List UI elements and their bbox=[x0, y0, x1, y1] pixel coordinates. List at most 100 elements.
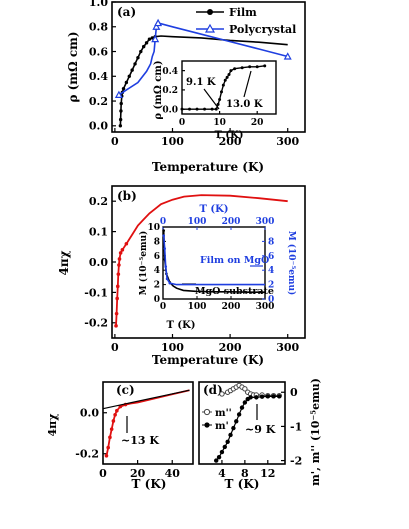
x-tick-label-top: 300 bbox=[256, 217, 275, 227]
x-tick-label: 4 bbox=[218, 467, 226, 480]
panel-d-series-m-prime-point bbox=[239, 405, 245, 410]
panel-d-ylabel: m', m'' (10⁻⁵emu) bbox=[309, 378, 322, 486]
y-tick-label: 0.8 bbox=[89, 21, 108, 34]
panel-b-inset-ylabel-right: M (10⁻⁵emu) bbox=[286, 231, 297, 296]
x-tick-label: 10 bbox=[213, 118, 226, 128]
y-tick-label: -0.1 bbox=[84, 286, 108, 299]
panel-b-series-point bbox=[117, 257, 122, 261]
panel-c-series-point bbox=[106, 445, 110, 450]
panel-b: (b) Temperature (K) 4πχ T (K) T (K) M (1… bbox=[57, 185, 306, 367]
panel-a: (a) Temperature (K) ρ (mΩ cm) Film Polyc… bbox=[66, 1, 306, 174]
panel-c-series-point bbox=[115, 408, 119, 413]
panel-a-inset-frame bbox=[181, 60, 277, 115]
x-tick-label: 0 bbox=[179, 118, 185, 128]
y-tick-label-left: 4 bbox=[154, 266, 160, 276]
panel-a-inset-series-point bbox=[219, 90, 223, 94]
panel-d: (d) T (K) m', m'' (10⁻⁵emu) ~9 K m'' m' bbox=[198, 378, 322, 491]
panel-b-inset-annot-film: Film on MgO bbox=[200, 255, 269, 266]
panel-a-series-polycrystal-end-point bbox=[114, 90, 123, 98]
panel-d-series-m-prime-point bbox=[254, 395, 259, 400]
x-tick-label: 0 bbox=[160, 302, 166, 312]
panel-a-label: (a) bbox=[117, 5, 136, 19]
y-tick-label: 0 bbox=[290, 386, 298, 399]
panel-b-ticks: 0 100 200 300-0.2-0.10.00.10.2 bbox=[84, 195, 299, 354]
x-tick-label: 0 bbox=[111, 135, 119, 148]
panel-b-inset-series-right-point bbox=[168, 281, 172, 285]
panel-c-xlabel: T (K) bbox=[132, 477, 167, 491]
panel-c-label: (c) bbox=[116, 383, 135, 397]
panel-a-inset-ticks: 0 10 20 0.0 0.2 0.4 bbox=[162, 67, 263, 128]
panel-d-series-m-prime-point bbox=[219, 449, 225, 455]
legend-m1-marker bbox=[204, 422, 210, 428]
x-tick-label: 20 bbox=[130, 467, 146, 480]
panel-a-series-polycrystal-point bbox=[151, 34, 160, 43]
panel-a-inset-series-point bbox=[263, 64, 267, 68]
panel-d-series-m-double-prime-point bbox=[242, 386, 248, 392]
x-tick-label: 300 bbox=[276, 135, 299, 148]
panel-b-label: (b) bbox=[117, 189, 137, 203]
panel-b-inset-xlabel-bottom: T (K) bbox=[166, 320, 195, 331]
y-tick-label: 0.0 bbox=[162, 105, 178, 115]
panel-a-inset-series-point bbox=[240, 66, 244, 70]
panel-a-ylabel: ρ (mΩ cm) bbox=[66, 31, 80, 102]
panel-a-series-film-point bbox=[133, 62, 137, 66]
x-tick-label: 200 bbox=[219, 341, 242, 354]
panel-d-series-m-prime-point bbox=[236, 412, 242, 417]
panel-b-ylabel: 4πχ bbox=[57, 250, 71, 275]
panel-b-series-point bbox=[117, 263, 121, 267]
panel-a-inset-series-point bbox=[216, 102, 220, 106]
y-tick-label: 0.0 bbox=[89, 256, 108, 269]
x-tick-label: 200 bbox=[222, 302, 241, 312]
panel-d-series-m-prime-point bbox=[228, 432, 233, 438]
panel-c-series-point bbox=[104, 454, 109, 458]
y-tick-label: 0.2 bbox=[89, 95, 108, 108]
panel-d-label: (d) bbox=[203, 383, 223, 397]
y-tick-label-right: 6 bbox=[268, 252, 274, 262]
x-tick-label: 8 bbox=[241, 467, 249, 480]
legend-film-marker bbox=[207, 9, 213, 15]
x-tick-label: 100 bbox=[161, 341, 184, 354]
panel-d-ticks: 4 8 12 0 -1 -2 bbox=[218, 386, 302, 480]
panel-a-series-film-point bbox=[147, 37, 152, 41]
panel-a-inset-series-point bbox=[188, 107, 192, 111]
panel-d-series-m-prime-point bbox=[271, 394, 276, 399]
x-tick-label: 300 bbox=[276, 341, 299, 354]
y-tick-label: 1.0 bbox=[89, 0, 108, 9]
panel-a-series-film-point bbox=[121, 86, 126, 91]
panel-b-series-point bbox=[115, 296, 119, 301]
panel-d-series-m-prime-point bbox=[225, 439, 230, 444]
panel-b-inset-series-right-point bbox=[162, 234, 165, 237]
panel-c-ylabel: 4πχ bbox=[46, 414, 59, 437]
x-tick-label: 12 bbox=[260, 467, 275, 480]
panel-d-series-m-prime-point bbox=[265, 394, 270, 399]
panel-a-inset-series-point bbox=[227, 72, 231, 76]
panel-d-series-m-prime-point bbox=[248, 395, 253, 400]
x-tick-label: 0 bbox=[99, 467, 107, 480]
panel-a-series-film-point bbox=[119, 109, 123, 113]
panel-b-series-point bbox=[124, 241, 129, 246]
panel-a-series-film-point bbox=[119, 101, 123, 106]
panel-c-series-point bbox=[108, 435, 112, 440]
y-tick-label-left: 0 bbox=[154, 295, 160, 305]
panel-b-series-point bbox=[115, 284, 120, 289]
legend-m2-label: m'' bbox=[215, 408, 232, 419]
panel-a-inset-series-point bbox=[255, 65, 259, 69]
panel-d-xlabel: T (K) bbox=[225, 477, 260, 491]
panel-a-inset-series-point bbox=[218, 98, 222, 102]
y-tick-label: -0.2 bbox=[75, 448, 99, 461]
y-tick-label: 0.1 bbox=[89, 225, 108, 238]
panel-b-inset-frame bbox=[162, 226, 266, 300]
panel-c-fit-line bbox=[102, 389, 190, 410]
panel-b-series-point bbox=[118, 251, 123, 255]
panel-d-series-m-prime-point bbox=[242, 400, 248, 405]
panel-d-annot-9k: ~9 K bbox=[245, 423, 276, 436]
y-tick-label: -0.2 bbox=[84, 317, 108, 330]
legend-m2-marker bbox=[203, 408, 211, 416]
panel-a-inset-series-point bbox=[223, 78, 227, 82]
panel-a-series-film-point bbox=[144, 41, 149, 45]
panel-c-annot-13k: ~13 K bbox=[121, 434, 159, 447]
y-tick-label-right: 2 bbox=[268, 281, 274, 291]
y-tick-label: -2 bbox=[290, 454, 302, 467]
